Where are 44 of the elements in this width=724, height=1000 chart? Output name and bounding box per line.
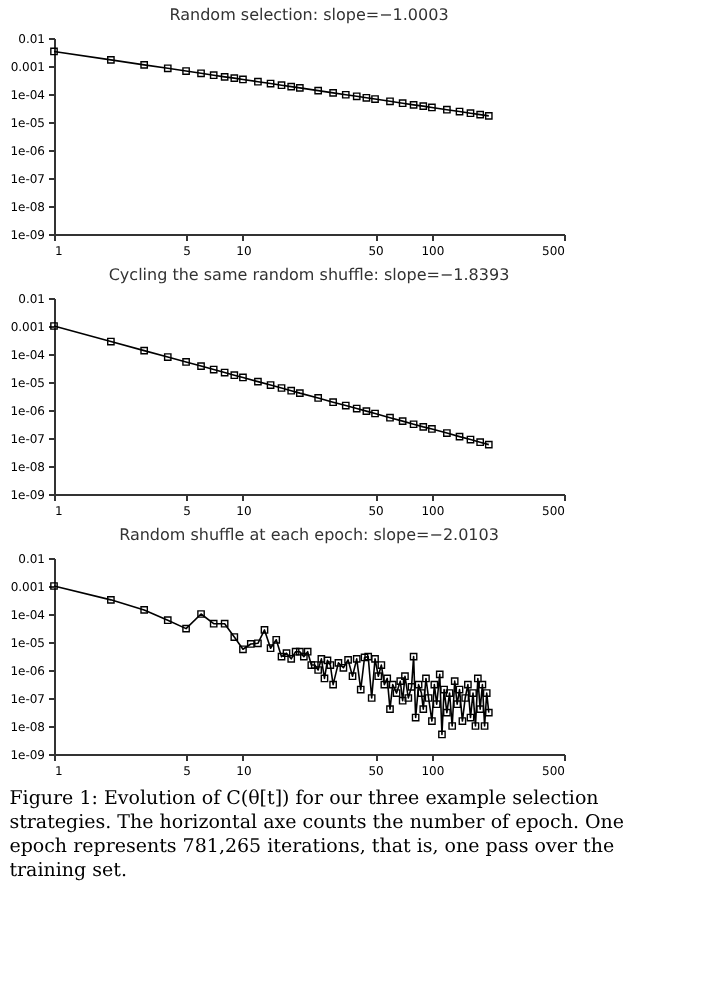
point <box>466 109 475 118</box>
point <box>277 81 286 90</box>
chart-title: Random selection: slope=−1.0003 <box>169 6 449 24</box>
point <box>220 72 229 81</box>
point <box>398 417 407 425</box>
point <box>220 368 229 377</box>
point <box>455 107 464 116</box>
point <box>476 110 485 119</box>
point <box>266 79 275 88</box>
chart-title: Random shuffle at each epoch: slope=−2.0103 <box>119 526 499 544</box>
point <box>209 71 218 80</box>
point <box>197 362 205 370</box>
chart-title: Cycling the same random shuffle: slope=−1.8393 <box>108 266 510 284</box>
point <box>443 429 451 437</box>
point <box>371 409 379 418</box>
point <box>476 438 485 447</box>
point <box>254 77 262 86</box>
point <box>277 384 286 392</box>
point <box>287 386 296 395</box>
point <box>386 97 394 106</box>
point <box>409 420 418 429</box>
point <box>209 365 218 374</box>
point <box>230 74 239 82</box>
point <box>466 435 475 444</box>
point <box>314 394 323 402</box>
point <box>182 358 190 366</box>
point <box>419 423 428 431</box>
point <box>230 371 239 380</box>
point <box>287 82 296 91</box>
point <box>266 381 275 389</box>
point <box>197 69 205 78</box>
point <box>314 86 323 95</box>
point <box>409 100 418 109</box>
point <box>443 105 451 114</box>
point <box>254 377 262 386</box>
point <box>455 432 464 441</box>
point <box>386 413 394 422</box>
point <box>182 67 190 75</box>
point <box>362 93 371 102</box>
point <box>398 99 407 108</box>
point <box>362 407 371 416</box>
point <box>419 102 428 110</box>
point <box>371 95 379 103</box>
caption: Figure 1: Evolution of C(θ[t]) for our three example selection strategies. The horizontal axe counts the number of epoch. One epoch represents 781,265 iterations, that is, one pass over the training set. <box>9 788 625 882</box>
